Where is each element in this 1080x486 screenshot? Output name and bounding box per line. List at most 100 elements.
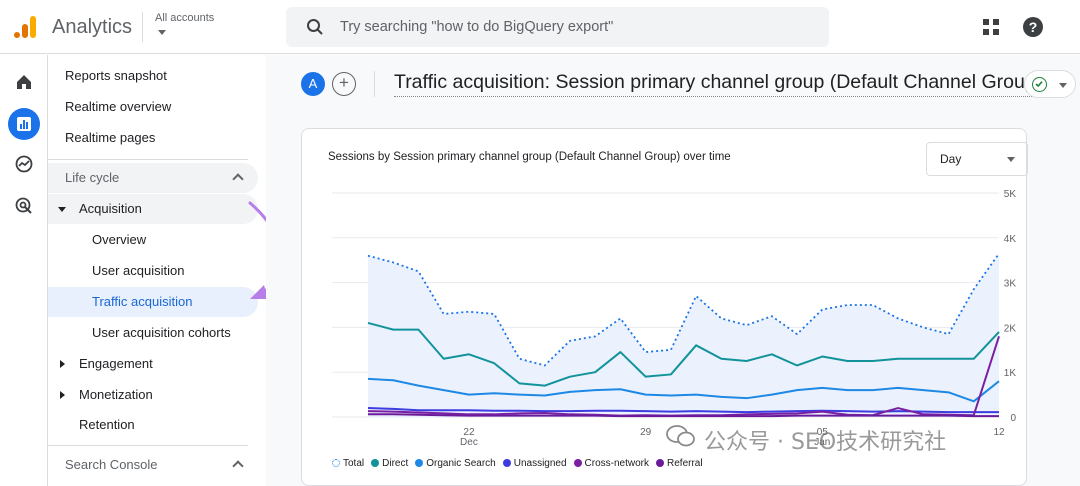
- x-tick-label: 29: [640, 427, 652, 438]
- legend-label: Referral: [667, 458, 703, 469]
- nav-section-search-console[interactable]: Search Console: [48, 450, 258, 480]
- nav-item-label: Acquisition: [79, 201, 142, 216]
- legend-label: Cross-network: [584, 458, 650, 469]
- series-line-direct: [367, 321, 1000, 387]
- reports-icon[interactable]: [8, 108, 40, 140]
- wechat-logo-icon: [666, 425, 695, 447]
- help-icon[interactable]: ?: [1022, 16, 1044, 38]
- legend-label: Direct: [382, 458, 409, 469]
- add-comparison-button[interactable]: +: [332, 72, 356, 96]
- legend-swatch: [371, 459, 380, 467]
- y-tick-label: 2K: [1004, 323, 1017, 334]
- granularity-value: Day: [940, 152, 962, 166]
- chevron-up-icon: [232, 173, 244, 185]
- nav-item-label: Retention: [79, 417, 135, 432]
- nav-item-realtime-overview[interactable]: Realtime overview: [48, 92, 258, 122]
- report-main: A + Traffic acquisition: Session primary…: [266, 55, 1080, 486]
- y-tick-label: 1K: [1004, 368, 1017, 379]
- nav-item-user-acquisition-cohorts[interactable]: User acquisition cohorts: [48, 318, 258, 348]
- divider: [48, 445, 248, 446]
- nav-item-overview[interactable]: Overview: [48, 225, 258, 255]
- search-icon: [307, 19, 323, 35]
- legend-swatch: [573, 459, 582, 467]
- nav-item-engagement[interactable]: Engagement: [48, 349, 258, 379]
- legend-swatch: [332, 459, 340, 467]
- legend-item[interactable]: Total: [332, 458, 364, 469]
- series-line-referral: [368, 413, 999, 418]
- account-picker[interactable]: All accounts: [155, 12, 215, 24]
- granularity-select[interactable]: Day: [926, 142, 1028, 176]
- nav-item-label: Reports snapshot: [65, 68, 167, 83]
- comparison-avatar[interactable]: A: [301, 72, 325, 96]
- legend-label: Unassigned: [513, 458, 567, 469]
- legend-swatch: [502, 459, 511, 467]
- left-rail: [0, 55, 48, 486]
- nav-item-label: Monetization: [79, 387, 153, 402]
- nav-section-life-cycle[interactable]: Life cycle: [48, 163, 258, 193]
- divider: [374, 71, 375, 97]
- app-name: Analytics: [52, 16, 133, 38]
- chart-legend: Total Direct Organic Search Unassigned Cross…: [332, 458, 710, 469]
- chevron-down-icon: [1059, 83, 1067, 88]
- series-line-unassigned: [367, 407, 999, 414]
- home-icon[interactable]: [8, 66, 40, 98]
- account-dropdown-icon[interactable]: [158, 30, 166, 35]
- nav-item-retention[interactable]: Retention: [48, 410, 258, 440]
- nav-item-traffic-acquisition[interactable]: Traffic acquisition: [48, 287, 258, 317]
- divider: [48, 159, 248, 160]
- explore-icon[interactable]: [8, 148, 40, 180]
- top-bar: Analytics All accounts Try searching "ho…: [0, 0, 1080, 54]
- expand-right-icon: [60, 360, 65, 368]
- legend-item[interactable]: Organic Search: [415, 458, 496, 469]
- check-circle-icon: [1032, 77, 1047, 92]
- nav-section-label: Search Console: [65, 457, 158, 472]
- search-input[interactable]: Try searching "how to do BigQuery export…: [340, 19, 614, 35]
- y-tick-label: 5K: [1004, 189, 1017, 200]
- apps-grid-icon[interactable]: [981, 17, 1001, 37]
- legend-item[interactable]: Referral: [656, 458, 703, 469]
- x-tick-sublabel: Dec: [460, 437, 478, 448]
- nav-item-label: Overview: [92, 232, 147, 247]
- nav-item-label: Realtime pages: [65, 130, 156, 145]
- page-title[interactable]: Traffic acquisition: Session primary cha…: [394, 71, 1043, 97]
- nav-item-realtime-pages[interactable]: Realtime pages: [48, 123, 258, 153]
- nav-item-label: User acquisition: [92, 263, 185, 278]
- nav-item-user-acquisition[interactable]: User acquisition: [48, 256, 258, 286]
- search-bar[interactable]: Try searching "how to do BigQuery export…: [286, 7, 829, 47]
- analytics-logo-icon[interactable]: [12, 14, 38, 40]
- nav-item-label: Engagement: [79, 356, 153, 371]
- nav-item-label: User acquisition cohorts: [92, 325, 231, 340]
- nav-section-label: Life cycle: [65, 170, 120, 185]
- x-tick-label: 22: [463, 427, 475, 438]
- nav-item-acquisition[interactable]: Acquisition: [48, 194, 258, 224]
- legend-item[interactable]: Cross-network: [573, 458, 650, 469]
- report-navigation: Reports snapshot Realtime overview Realt…: [48, 55, 283, 486]
- report-status-chip[interactable]: [1024, 70, 1076, 98]
- x-tick-label: 12: [993, 427, 1005, 438]
- x-tick-label: 05: [817, 427, 829, 438]
- svg-text:?: ?: [1029, 19, 1038, 35]
- chart-card: Sessions by Session primary channel grou…: [301, 128, 1028, 486]
- divider: [142, 12, 143, 42]
- legend-swatch: [415, 459, 424, 467]
- legend-label: Total: [343, 458, 365, 469]
- x-tick-sublabel: Jan: [814, 437, 830, 448]
- nav-item-label: Realtime overview: [65, 99, 172, 114]
- chevron-up-icon: [232, 460, 244, 472]
- chart-title: Sessions by Session primary channel grou…: [328, 151, 731, 163]
- expand-down-icon: [58, 207, 66, 212]
- chevron-down-icon: [1007, 157, 1015, 162]
- advertising-icon[interactable]: [8, 190, 40, 222]
- nav-item-reports-snapshot[interactable]: Reports snapshot: [48, 61, 258, 91]
- legend-item[interactable]: Direct: [371, 458, 408, 469]
- y-tick-label: 3K: [1004, 279, 1017, 290]
- legend-item[interactable]: Unassigned: [502, 458, 567, 469]
- y-tick-label: 0: [1010, 413, 1016, 424]
- legend-swatch: [656, 459, 665, 467]
- nav-item-monetization[interactable]: Monetization: [48, 380, 258, 410]
- total-area: [368, 253, 999, 417]
- watermark-text: 公众号 · SEO技术研究社: [704, 430, 947, 455]
- y-tick-label: 4K: [1004, 234, 1017, 245]
- expand-right-icon: [60, 391, 65, 399]
